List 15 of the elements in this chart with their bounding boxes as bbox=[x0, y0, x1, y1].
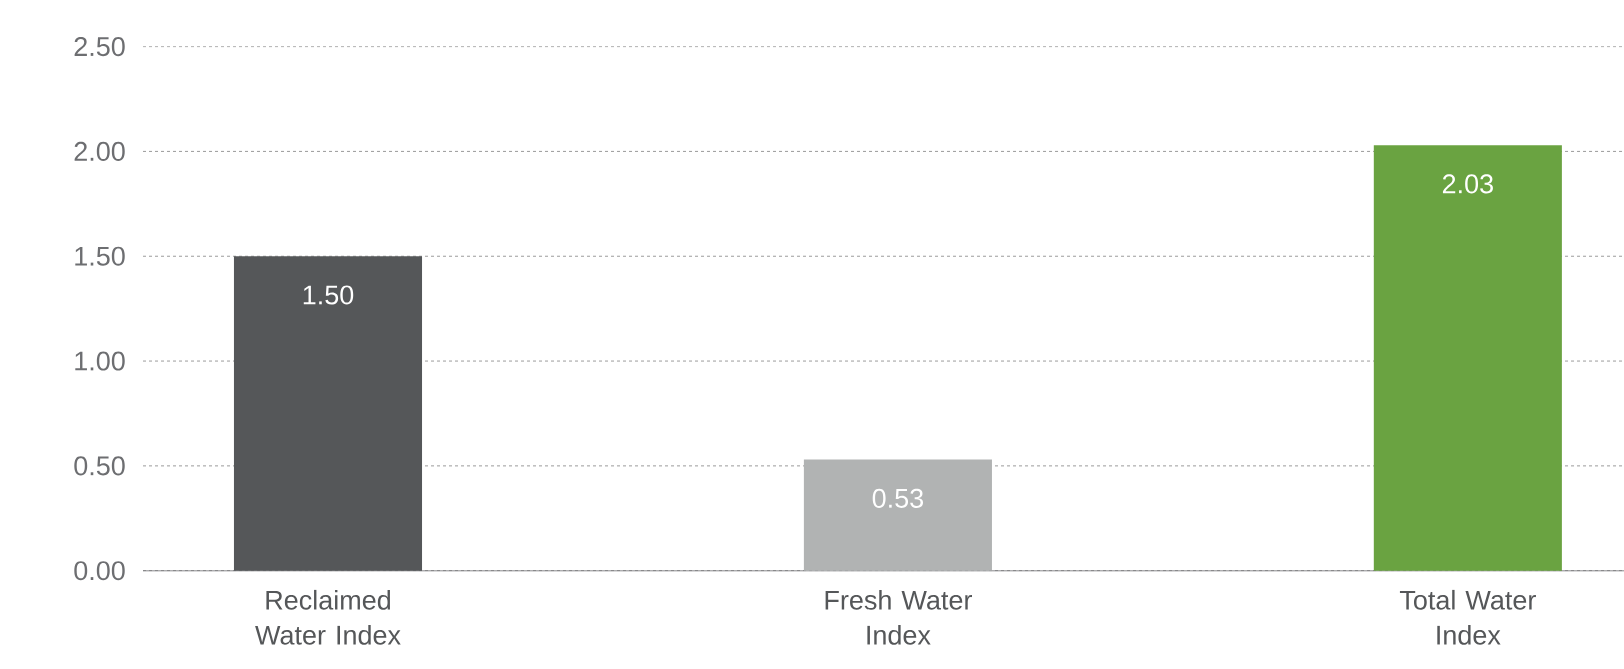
y-tick-label: 1.50 bbox=[75, 246, 125, 266]
y-tick-label: 0.00 bbox=[74, 561, 125, 581]
x-tick-label: Fresh Water Index bbox=[825, 589, 973, 645]
y-tick-label: 2.50 bbox=[74, 37, 125, 57]
y-tick-label: 2.00 bbox=[74, 141, 125, 161]
x-tick-label: Reclaimed Water Index bbox=[255, 589, 401, 645]
bar bbox=[1373, 145, 1562, 571]
data-label: 2.03 bbox=[1442, 174, 1493, 194]
data-label: 0.53 bbox=[872, 488, 924, 508]
data-label: 1.50 bbox=[303, 285, 354, 305]
y-tick-label: 0.50 bbox=[74, 456, 125, 476]
x-tick-label: Total Water Index bbox=[1399, 589, 1536, 645]
y-tick-label: 1.00 bbox=[75, 351, 125, 371]
bar bbox=[233, 256, 423, 571]
bar bbox=[803, 459, 992, 571]
